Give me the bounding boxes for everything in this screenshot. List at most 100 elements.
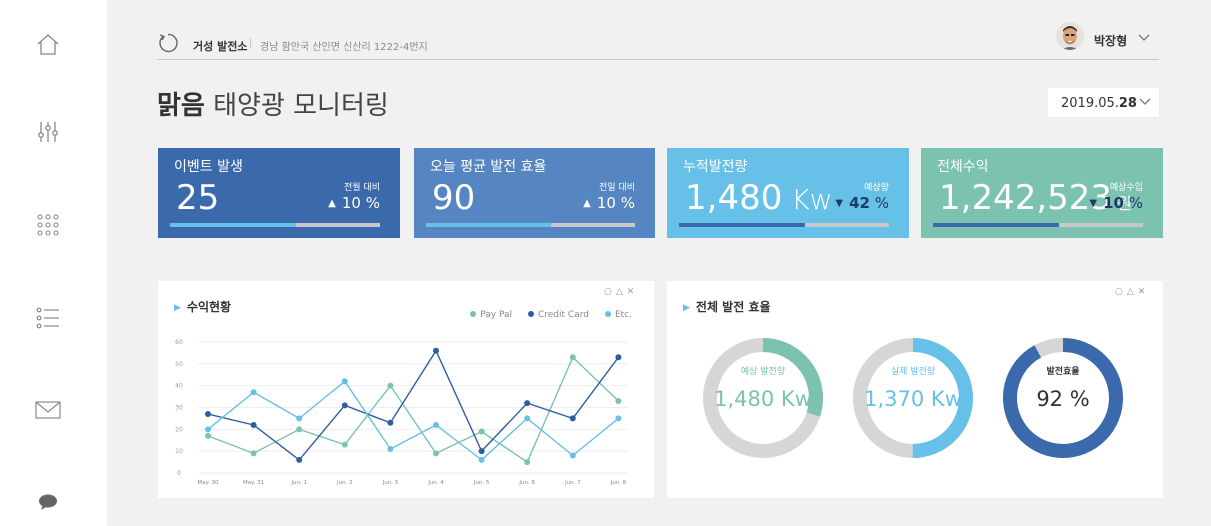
y-tick-label: 0 (177, 470, 181, 477)
data-point[interactable] (387, 419, 394, 426)
mail-icon[interactable] (32, 394, 64, 426)
arrow-up-icon: ▲ (583, 198, 591, 209)
card-progress-fill (933, 223, 1059, 227)
card-change: ▲ 10 % (328, 194, 380, 212)
settings-sliders-icon[interactable] (32, 116, 64, 148)
data-point[interactable] (341, 378, 348, 385)
panel-controls[interactable]: ○△✕ (604, 287, 639, 297)
card-title: 이벤트 발생 (174, 159, 243, 175)
data-point[interactable] (478, 428, 485, 435)
data-point[interactable] (478, 456, 485, 463)
y-tick-label: 60 (175, 339, 183, 346)
chat-bubble-icon[interactable] (32, 486, 64, 518)
data-point[interactable] (524, 459, 531, 466)
home-icon[interactable] (32, 28, 64, 60)
data-point[interactable] (387, 445, 394, 452)
donut-arc (853, 338, 973, 458)
triangle-right-icon: ▶ (683, 303, 690, 313)
series-line (207, 380, 619, 461)
panel-controls[interactable]: ○△✕ (1115, 287, 1150, 297)
card-change-label: 전일 대비 (599, 183, 635, 193)
data-point[interactable] (250, 450, 257, 457)
donut-value: 92 % (1036, 387, 1089, 411)
card-total-revenue[interactable]: 전체수익 1,242,523 원 예상수입 ▼ 10 % (921, 148, 1163, 238)
data-point[interactable] (569, 354, 576, 361)
avatar[interactable] (1056, 22, 1084, 50)
data-point[interactable] (341, 402, 348, 409)
x-tick-label: May. 31 (243, 480, 264, 486)
data-point[interactable] (569, 452, 576, 459)
efficiency-donut-charts: 예상 발전량 1,480 Kw 실제 발전량 1,370 Kw 발전효율 92 % (703, 338, 1123, 458)
arrow-down-icon: ▼ (1089, 198, 1098, 209)
list-icon[interactable] (32, 302, 64, 334)
data-point[interactable] (433, 347, 439, 354)
card-progress-bar (933, 223, 1143, 227)
legend-item: Pay Pal (470, 310, 512, 320)
data-point[interactable] (250, 421, 257, 428)
donut-arc (703, 338, 823, 458)
data-point[interactable] (433, 450, 439, 457)
date-selector[interactable]: 2019.05.28 (1047, 87, 1160, 118)
data-point[interactable] (524, 415, 531, 422)
refresh-icon[interactable] (157, 32, 179, 54)
data-point[interactable] (615, 415, 622, 422)
card-cumulative-generation[interactable]: 누적발전량 1,480 Kw 예상량 ▼ 42 % (667, 148, 909, 238)
legend-dot (604, 311, 611, 317)
page-title: 맑음 태양광 모니터링 (157, 85, 389, 122)
apps-grid-icon[interactable] (32, 209, 64, 241)
panel-title: ▶ 전체 발전 효율 (683, 300, 771, 314)
card-progress-bar (170, 223, 380, 227)
data-point[interactable] (250, 389, 257, 396)
card-avg-efficiency[interactable]: 오늘 평균 발전 효율 90 전일 대비 ▲ 10 % (414, 148, 655, 238)
data-point[interactable] (341, 441, 348, 448)
page-title-weather: 맑음 (157, 91, 205, 121)
card-change: ▲ 10 % (583, 194, 635, 212)
card-title: 누적발전량 (683, 159, 748, 175)
y-tick-label: 50 (175, 361, 183, 368)
x-tick-label: Jun. 4 (427, 480, 444, 486)
data-point[interactable] (205, 432, 211, 439)
card-events[interactable]: 이벤트 발생 25 전월 대비 ▲ 10 % (158, 148, 400, 238)
data-point[interactable] (296, 426, 303, 433)
x-tick-label: Jun. 2 (336, 480, 353, 486)
x-tick-label: Jun. 5 (473, 480, 490, 486)
user-name[interactable]: 박장형 (1094, 34, 1128, 48)
legend-dot (470, 311, 477, 317)
revenue-panel: ▶ 수익현황 ○△✕ Pay Pal Credit Card Etc. 0 10 20 30… (158, 281, 654, 498)
chevron-down-icon[interactable] (1139, 98, 1151, 106)
card-progress-fill (679, 223, 805, 227)
top-header: 거성 발전소 | 경남 함안국 산인면 신산리 1222-4번지 박장형 (157, 22, 1159, 60)
data-point[interactable] (387, 382, 394, 389)
card-value: 90 (432, 178, 476, 218)
triangle-right-icon: ▶ (174, 303, 181, 313)
card-title: 오늘 평균 발전 효율 (430, 159, 547, 175)
data-point[interactable] (615, 354, 622, 361)
chevron-down-icon[interactable] (1138, 34, 1150, 42)
legend-item: Credit Card (527, 310, 589, 320)
efficiency-panel: ▶ 전체 발전 효율 ○△✕ 예상 발전량 1,480 Kw 실제 발전량 1,370 … (667, 281, 1163, 498)
donut-label: 실제 발전량 (891, 365, 935, 377)
x-tick-label: Jun. 3 (382, 480, 399, 486)
arrow-up-icon: ▲ (328, 198, 336, 209)
data-point[interactable] (524, 400, 531, 407)
card-progress-bar (679, 223, 889, 227)
donut-arc (1003, 338, 1123, 458)
data-point[interactable] (296, 456, 303, 463)
data-point[interactable] (478, 448, 485, 455)
y-tick-label: 30 (175, 405, 183, 412)
panel-title: ▶ 수익현황 (174, 300, 232, 314)
data-point[interactable] (615, 397, 622, 404)
data-point[interactable] (205, 411, 211, 418)
data-point[interactable] (205, 426, 211, 433)
series-line (207, 356, 619, 464)
data-point[interactable] (296, 415, 303, 422)
card-change-label: 전월 대비 (344, 183, 380, 193)
data-point[interactable] (569, 415, 576, 422)
series-line (207, 349, 619, 461)
data-point[interactable] (433, 421, 439, 428)
date-value: 2019.05.28 (1061, 96, 1137, 111)
y-tick-label: 40 (175, 383, 183, 390)
x-tick-label: Jun. 7 (564, 480, 581, 486)
x-tick-label: May. 30 (197, 480, 219, 486)
card-value: 1,242,523 원 (939, 178, 1132, 218)
